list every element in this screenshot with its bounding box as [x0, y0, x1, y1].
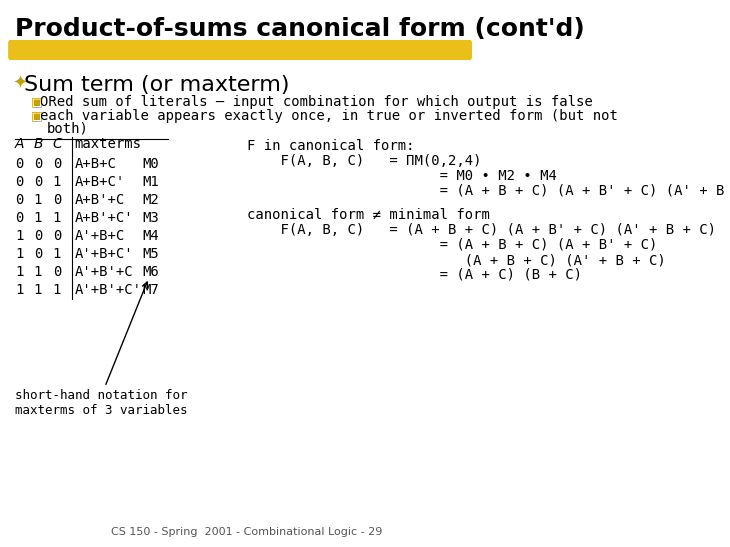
Text: each variable appears exactly once, in true or inverted form (but not: each variable appears exactly once, in t…: [40, 109, 618, 123]
Text: 1: 1: [15, 247, 23, 261]
Text: both): both): [47, 122, 88, 136]
Text: = (A + B + C) (A + B' + C): = (A + B + C) (A + B' + C): [247, 238, 657, 252]
Text: ✦: ✦: [12, 75, 27, 93]
Text: 1: 1: [15, 265, 23, 279]
Text: F(A, B, C)   = ΠM(0,2,4): F(A, B, C) = ΠM(0,2,4): [247, 154, 481, 168]
Text: 0: 0: [34, 175, 42, 189]
Text: = (A + C) (B + C): = (A + C) (B + C): [247, 268, 582, 282]
Text: 0: 0: [15, 175, 23, 189]
Text: 1: 1: [53, 175, 61, 189]
Text: 1: 1: [53, 247, 61, 261]
Text: M3: M3: [142, 211, 158, 225]
Text: short-hand notation for
maxterms of 3 variables: short-hand notation for maxterms of 3 va…: [15, 389, 188, 417]
Text: A+B'+C': A+B'+C': [74, 211, 133, 225]
Text: M0: M0: [142, 157, 158, 171]
Text: F in canonical form:: F in canonical form:: [247, 139, 415, 153]
Text: A'+B+C: A'+B+C: [74, 229, 125, 243]
Text: = M0 • M2 • M4: = M0 • M2 • M4: [247, 169, 557, 183]
Text: Product-of-sums canonical form (cont'd): Product-of-sums canonical form (cont'd): [15, 17, 585, 41]
Text: A'+B'+C': A'+B'+C': [74, 283, 142, 297]
Text: 0: 0: [53, 265, 61, 279]
Text: ▣: ▣: [31, 95, 42, 108]
Text: 1: 1: [15, 283, 23, 297]
Text: 1: 1: [34, 283, 42, 297]
FancyBboxPatch shape: [8, 40, 472, 60]
Text: C: C: [53, 137, 63, 151]
Text: M1: M1: [142, 175, 158, 189]
Text: A'+B'+C: A'+B'+C: [74, 265, 133, 279]
Text: (A + B + C) (A' + B + C): (A + B + C) (A' + B + C): [247, 253, 666, 267]
Text: maxterms: maxterms: [74, 137, 142, 151]
Text: 1: 1: [34, 265, 42, 279]
Text: M7: M7: [142, 283, 158, 297]
Text: 0: 0: [53, 193, 61, 207]
Text: Sum term (or maxterm): Sum term (or maxterm): [23, 75, 289, 95]
Text: A+B+C': A+B+C': [74, 175, 125, 189]
Text: M2: M2: [142, 193, 158, 207]
Text: = (A + B + C) (A + B' + C) (A' + B + C): = (A + B + C) (A + B' + C) (A' + B + C): [247, 184, 730, 198]
Text: 0: 0: [53, 157, 61, 171]
Text: M6: M6: [142, 265, 158, 279]
Text: 0: 0: [34, 247, 42, 261]
Text: 0: 0: [34, 157, 42, 171]
Text: CS 150 - Spring  2001 - Combinational Logic - 29: CS 150 - Spring 2001 - Combinational Log…: [111, 527, 383, 537]
Text: F(A, B, C)   = (A + B + C) (A + B' + C) (A' + B + C): F(A, B, C) = (A + B + C) (A + B' + C) (A…: [247, 223, 716, 237]
Text: 1: 1: [34, 211, 42, 225]
Text: 1: 1: [53, 211, 61, 225]
Text: A'+B+C': A'+B+C': [74, 247, 133, 261]
Text: M5: M5: [142, 247, 158, 261]
Text: 0: 0: [15, 211, 23, 225]
Text: 1: 1: [34, 193, 42, 207]
Text: M4: M4: [142, 229, 158, 243]
Text: ORed sum of literals – input combination for which output is false: ORed sum of literals – input combination…: [40, 95, 593, 109]
Text: canonical form ≠ minimal form: canonical form ≠ minimal form: [247, 208, 490, 222]
Text: 0: 0: [15, 157, 23, 171]
Text: ▣: ▣: [31, 109, 42, 122]
Text: A+B'+C: A+B'+C: [74, 193, 125, 207]
Text: 1: 1: [53, 283, 61, 297]
Text: A: A: [15, 137, 24, 151]
Text: 0: 0: [15, 193, 23, 207]
Text: B: B: [34, 137, 43, 151]
Text: 0: 0: [34, 229, 42, 243]
Text: 1: 1: [15, 229, 23, 243]
Text: 0: 0: [53, 229, 61, 243]
Text: A+B+C: A+B+C: [74, 157, 116, 171]
